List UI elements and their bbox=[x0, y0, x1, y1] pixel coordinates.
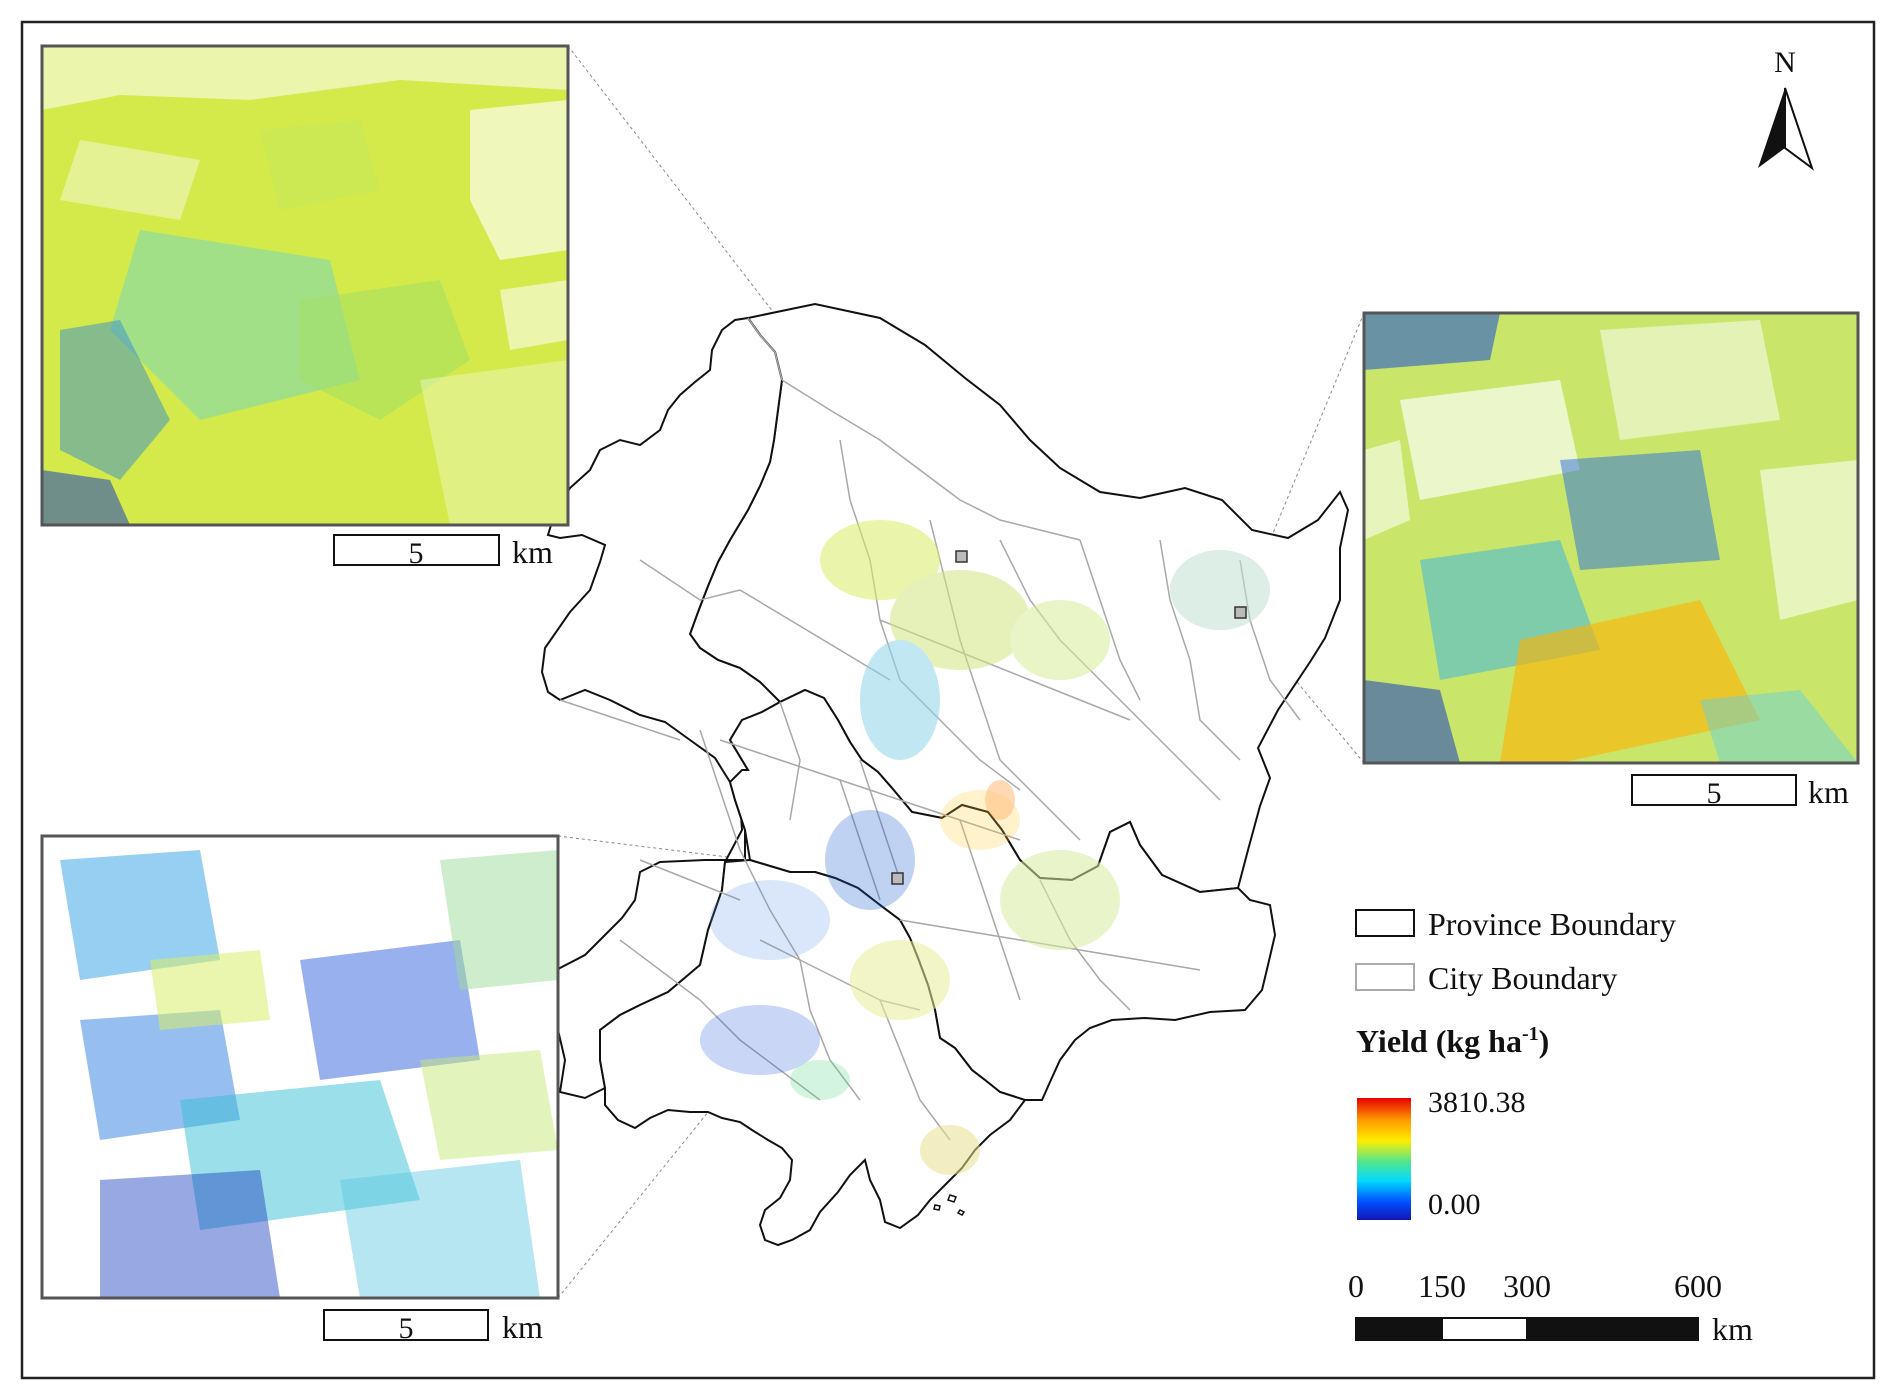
inset-east-scalebar bbox=[1631, 774, 1797, 806]
scale-tick-600: 600 bbox=[1674, 1268, 1722, 1304]
northeast-china-map bbox=[538, 302, 1350, 1247]
legend-max-label: 3810.38 bbox=[1428, 1086, 1526, 1119]
marker-southwest bbox=[891, 872, 904, 885]
north-arrow-icon bbox=[1758, 88, 1785, 168]
scale-tick-300: 300 bbox=[1503, 1268, 1551, 1304]
marker-east bbox=[1234, 606, 1247, 619]
legend-city-label: City Boundary bbox=[1428, 960, 1617, 996]
legend: Province Boundary City Boundary Yield (k… bbox=[1355, 906, 1676, 1221]
inset-southwest: 5 km bbox=[40, 834, 560, 1345]
yield-color-ramp bbox=[1357, 1098, 1411, 1220]
province-swatch bbox=[1355, 909, 1415, 937]
legend-yield-title: Yield (kg ha-1) bbox=[1356, 1023, 1549, 1059]
inset-east: 5 km bbox=[1362, 311, 1860, 810]
scale-tick-150: 150 bbox=[1418, 1268, 1466, 1304]
inset-northwest-scale-value: 5 bbox=[409, 537, 424, 570]
inset-southwest-scalebar bbox=[323, 1309, 489, 1341]
north-arrow: N bbox=[1758, 46, 1814, 171]
marker-northwest bbox=[955, 550, 968, 563]
legend-province-label: Province Boundary bbox=[1428, 906, 1676, 942]
city-swatch bbox=[1355, 963, 1415, 991]
legend-min-label: 0.00 bbox=[1428, 1188, 1481, 1221]
inset-east-scale-value: 5 bbox=[1707, 777, 1722, 810]
inset-northwest-scale-unit: km bbox=[512, 534, 553, 570]
north-arrow-label: N bbox=[1774, 46, 1796, 79]
inset-northwest-scalebar bbox=[333, 534, 500, 566]
scale-tick-0: 0 bbox=[1348, 1268, 1364, 1304]
scale-unit: km bbox=[1712, 1311, 1753, 1347]
inset-southwest-scale-value: 5 bbox=[399, 1312, 414, 1345]
inset-east-scale-unit: km bbox=[1808, 774, 1849, 810]
main-scale-bar: 0 150 300 600 km bbox=[1348, 1268, 1753, 1347]
yield-raster bbox=[700, 520, 1270, 1175]
inset-northwest: 5 km bbox=[40, 44, 570, 570]
inset-southwest-scale-unit: km bbox=[502, 1309, 543, 1345]
